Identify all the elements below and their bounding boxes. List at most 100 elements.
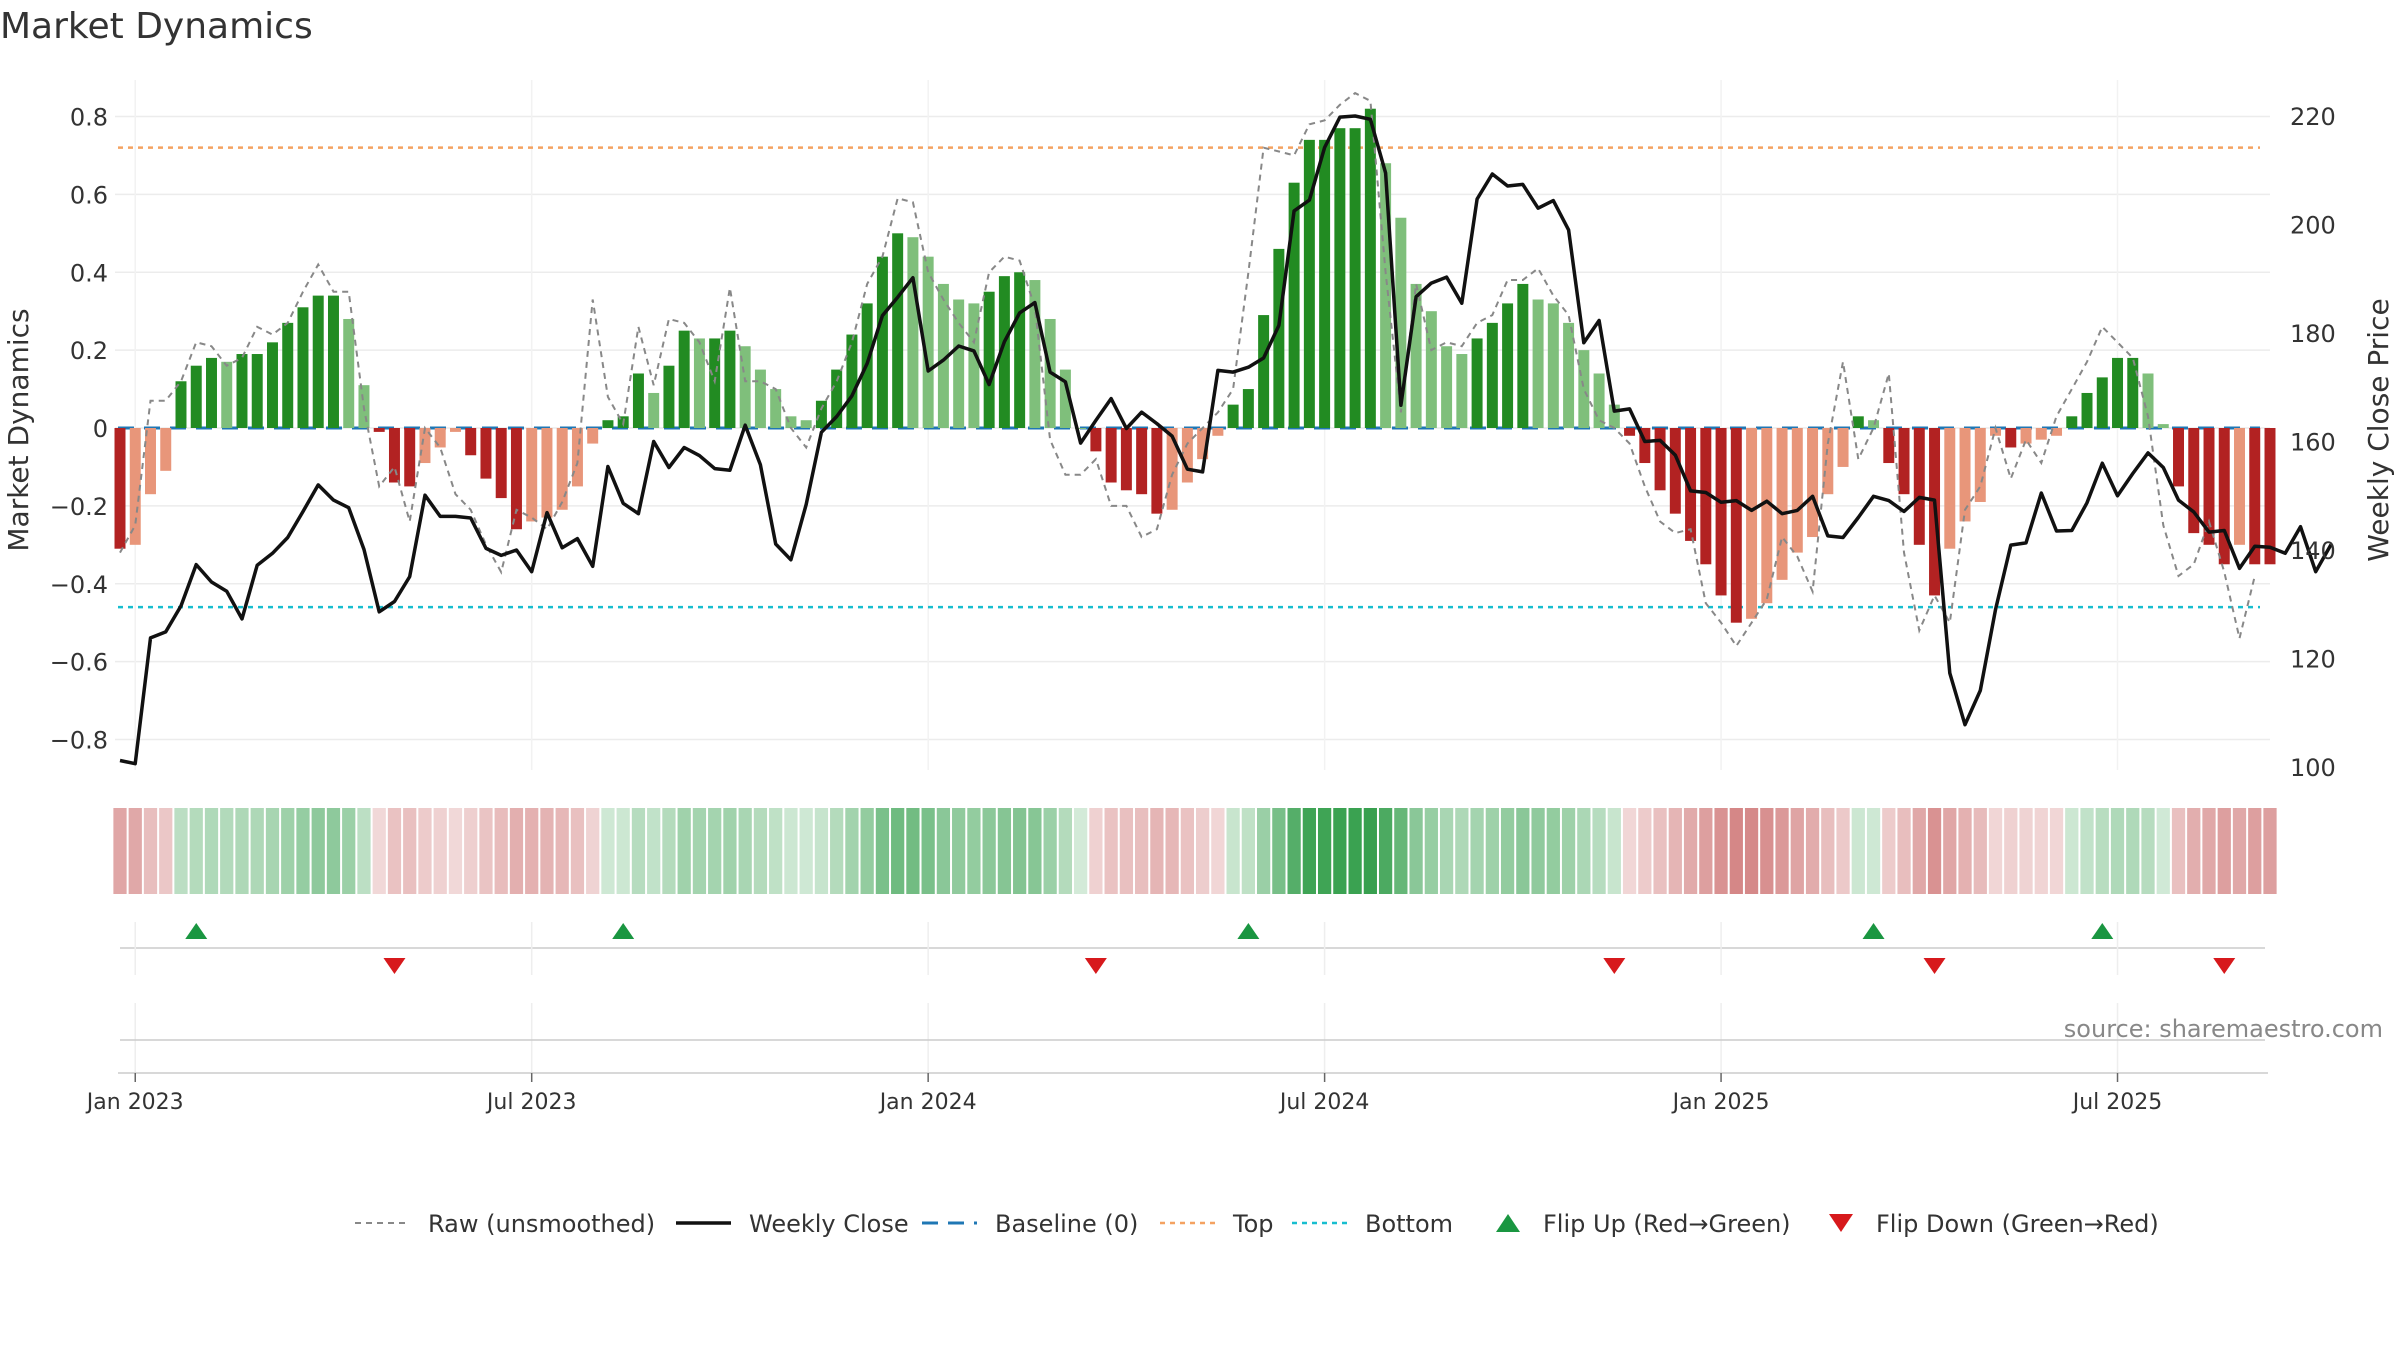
dynamics-bar [1868, 420, 1880, 428]
x-tick-label: Jan 2024 [878, 1090, 977, 1115]
heat-strip-cell [2004, 808, 2018, 894]
left-tick-label: 0.6 [70, 181, 108, 209]
dynamics-bar [1181, 428, 1193, 483]
heat-strip-cell [1196, 808, 1210, 894]
x-tick-label: Jan 2025 [1671, 1090, 1770, 1115]
heat-strip-cell [281, 808, 295, 894]
dynamics-bar [1959, 428, 1971, 522]
heat-strip-cell [814, 808, 829, 894]
heat-strip-cell [1622, 808, 1637, 894]
dynamics-bar [2035, 428, 2047, 440]
heat-strip-cell [1287, 808, 1301, 894]
heat-strip-cell [769, 808, 783, 894]
dynamics-bar [495, 428, 507, 499]
heat-strip-cell [1836, 808, 1850, 894]
heat-strip-cell [1744, 808, 1759, 894]
heat-strip-cell [1882, 808, 1896, 894]
heat-strip-cell [1653, 808, 1667, 894]
axes: −0.8 −0.6 −0.4 −0.2 0 0.2 0.4 0.6 0.8 100 120 140 16… [50, 103, 2336, 782]
dynamics-bar [465, 428, 477, 456]
heat-strip-cell [2080, 808, 2094, 894]
dynamics-bar [1441, 346, 1453, 428]
heat-strip-cell [860, 808, 874, 894]
dynamics-bar [922, 256, 934, 428]
heat-strip-cell [494, 808, 508, 894]
heat-strip-cell [2110, 808, 2125, 894]
heat-strip-cell [1074, 808, 1088, 894]
heat-strip-cell [2065, 808, 2079, 894]
heat-strip-cell [2126, 808, 2140, 894]
legend-item: Flip Up (Red→Green) [1496, 1210, 1791, 1238]
heat-strip-cell [1028, 808, 1042, 894]
dynamics-bar [282, 322, 294, 428]
dynamics-bar [556, 428, 568, 510]
dynamics-bar [1197, 428, 1209, 460]
left-tick-label: 0.2 [70, 337, 108, 365]
dynamics-bar [129, 428, 141, 545]
heat-strip-cell [1317, 808, 1332, 894]
dynamics-bar [1151, 428, 1163, 514]
dynamics-bar [526, 428, 538, 522]
dynamics-bar [998, 276, 1010, 428]
dynamics-bar [1974, 428, 1986, 502]
dynamics-bar [587, 428, 599, 444]
dynamics-bar [953, 299, 965, 428]
legend: Raw (unsmoothed) Weekly Close Baseline (0)… [355, 1210, 2159, 1238]
dynamics-bar [1319, 139, 1331, 429]
heat-strip-cell [601, 808, 615, 894]
heat-strip-cell [1577, 808, 1591, 894]
legend-swatch [1496, 1214, 1520, 1232]
dynamics-bar [297, 307, 309, 428]
heat-strip-cell [1135, 808, 1149, 894]
heat-strip-cell [250, 808, 264, 894]
dynamics-bar [1685, 428, 1697, 541]
heat-strip-cell [143, 808, 158, 894]
legend-item: Baseline (0) [922, 1210, 1138, 1238]
legend-label: Bottom [1365, 1210, 1453, 1238]
dynamics-bar [1593, 373, 1605, 428]
heat-strip-cell [1638, 808, 1652, 894]
raw-unsmoothed-line [119, 91, 2256, 648]
dynamics-bar [404, 428, 416, 487]
heat-strip-cell [1150, 808, 1164, 894]
x-tick-label: Jul 2023 [485, 1090, 577, 1115]
heat-strip-cell [952, 808, 966, 894]
heat-strip-cell [418, 808, 432, 894]
dynamics-bar [1105, 428, 1117, 483]
dynamics-bar [846, 334, 858, 428]
dynamics-bar [1532, 299, 1544, 428]
dynamics-bar [602, 420, 614, 428]
dynamics-bar [251, 354, 263, 428]
heat-strip-cell [692, 808, 707, 894]
heat-strip-cell [387, 808, 402, 894]
legend-item: Bottom [1292, 1210, 1453, 1238]
heat-strip-cell [1516, 808, 1530, 894]
heat-strip-cell [936, 808, 951, 894]
right-tick-label: 100 [2290, 754, 2336, 782]
dynamics-bar [1746, 428, 1758, 619]
heat-strip-cell [708, 808, 722, 894]
heat-strip-cell [677, 808, 691, 894]
heat-strip-cell [1485, 808, 1499, 894]
x-tick-label: Jan 2023 [85, 1090, 184, 1115]
left-tick-label: −0.2 [50, 493, 108, 521]
dynamics-bar [648, 392, 660, 428]
heat-strip-cell [2141, 808, 2155, 894]
heat-strip-cell [204, 808, 219, 894]
dynamics-bar [831, 369, 843, 428]
heat-strip-cell [555, 808, 569, 894]
legend-item: Flip Down (Green→Red) [1829, 1210, 2159, 1238]
dynamics-bar [1852, 416, 1864, 428]
heat-strip-cell [1439, 808, 1454, 894]
right-axis-label: Weekly Close Price [2362, 298, 2395, 561]
dynamics-bar [1242, 389, 1254, 428]
heat-strip-cell [1592, 808, 1606, 894]
dynamics-bar [632, 373, 644, 428]
dynamics-bar [175, 381, 187, 428]
heat-strip-cell [1760, 808, 1774, 894]
heat-strip-cell [1256, 808, 1271, 894]
heat-strip-cell [1790, 808, 1804, 894]
legend-label: Top [1232, 1210, 1274, 1238]
heat-strip [113, 808, 2277, 894]
dynamics-bar [663, 365, 675, 428]
